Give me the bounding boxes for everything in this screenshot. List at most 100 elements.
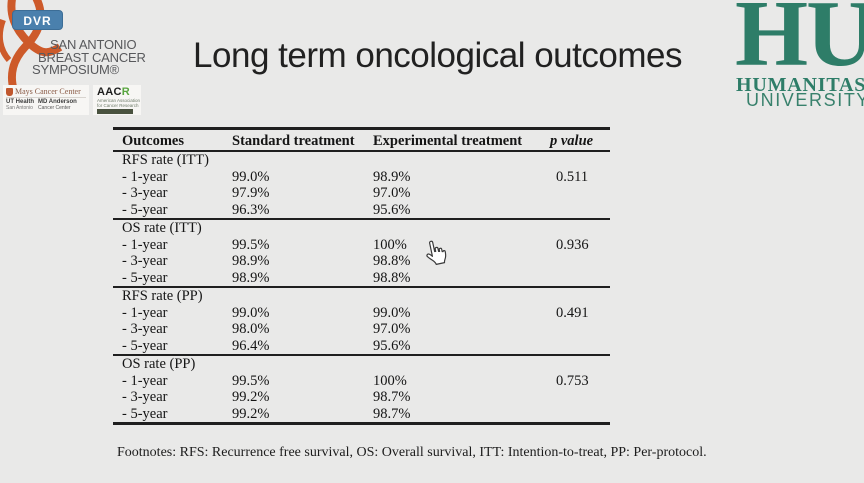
section-label-row: OS rate (ITT) <box>113 220 610 237</box>
section-label-row: RFS rate (ITT) <box>113 152 610 169</box>
humanitas-name: HUMANITAS <box>736 74 864 96</box>
md-anderson-sub: Cancer Center <box>38 105 71 111</box>
cell-experimental: 98.9% <box>373 168 411 185</box>
ut-health-label: UT Health San Antonio <box>6 99 34 111</box>
page-title: Long term oncological outcomes <box>193 36 682 75</box>
sabcs-wordmark: SAN ANTONIO BREAST CANCER SYMPOSIUM® <box>32 38 146 78</box>
cell-outcome: - 5-year <box>122 405 168 422</box>
cell-outcome: - 5-year <box>122 269 168 286</box>
cell-pvalue: 0.936 <box>556 236 589 253</box>
aacr-bar <box>97 109 133 114</box>
aacr-logo: AACR American Association for Cancer Res… <box>93 85 141 115</box>
cell-experimental: 97.0% <box>373 321 411 337</box>
cell-standard: 99.2% <box>232 405 270 422</box>
aacr-acronym: AACR <box>97 87 137 98</box>
section-label: RFS rate (ITT) <box>122 152 209 168</box>
cell-pvalue <box>550 389 610 406</box>
cell-outcome: - 1-year <box>122 304 168 321</box>
cell-standard: 99.0% <box>232 304 270 321</box>
md-anderson-label: MD Anderson Cancer Center <box>38 99 77 111</box>
cell-experimental: 100% <box>373 372 407 389</box>
cell-experimental: 98.8% <box>373 269 411 286</box>
cell-outcome: - 5-year <box>122 337 168 354</box>
section-label-row: OS rate (PP) <box>113 356 610 373</box>
mays-name: Mays Cancer Center <box>15 87 81 96</box>
cell-standard: 99.2% <box>232 389 270 405</box>
cell-experimental: 99.0% <box>373 304 411 321</box>
cell-experimental: 100% <box>373 236 407 253</box>
section-label: RFS rate (PP) <box>122 288 203 304</box>
table-row: - 5-year 96.3% 95.6% <box>113 202 610 219</box>
cell-pvalue: 0.491 <box>556 304 589 321</box>
footnote: Footnotes: RFS: Recurrence free survival… <box>117 445 707 460</box>
cell-experimental: 95.6% <box>373 337 411 354</box>
header-outcomes: Outcomes <box>122 133 185 149</box>
table-row: - 3-year 99.2% 98.7% <box>113 389 610 406</box>
table-row: - 5-year 99.2% 98.7% <box>113 406 610 423</box>
aacr-sub2: for Cancer Research <box>97 103 139 108</box>
cell-standard: 97.9% <box>232 185 270 201</box>
dvr-badge: DVR <box>12 10 63 30</box>
cell-standard: 98.9% <box>232 253 270 269</box>
cell-standard: 96.3% <box>232 201 270 218</box>
aacr-sub1: American Association <box>97 98 141 103</box>
cell-outcome: - 1-year <box>122 236 168 253</box>
cell-outcome: - 1-year <box>122 168 168 185</box>
section-rfs-itt: RFS rate (ITT) - 1-year 99.0% 98.9% 0.51… <box>113 152 610 218</box>
table-row: - 3-year 98.9% 98.8% <box>113 253 610 270</box>
cell-standard: 98.0% <box>232 321 270 337</box>
cell-pvalue <box>550 338 610 355</box>
ut-health-text: UT Health <box>6 99 35 105</box>
cell-outcome: - 3-year <box>122 321 168 337</box>
sabcs-line2: BREAST CANCER <box>38 49 146 65</box>
mays-cancer-center-logo: Mays Cancer Center UT Health San Antonio… <box>3 85 89 115</box>
cell-experimental: 97.0% <box>373 185 411 201</box>
table-row: - 3-year 98.0% 97.0% <box>113 321 610 338</box>
cell-outcome: - 3-year <box>122 253 168 269</box>
mays-shield-icon <box>6 87 13 96</box>
section-os-itt: OS rate (ITT) - 1-year 99.5% 100% 0.936 … <box>113 218 610 286</box>
outcomes-table: Outcomes Standard treatment Experimental… <box>113 127 610 425</box>
table-row: - 1-year 99.5% 100% 0.753 <box>113 373 610 390</box>
cell-pvalue <box>550 406 610 423</box>
header-pvalue: p value <box>550 133 594 149</box>
cell-pvalue <box>550 321 610 338</box>
cell-experimental: 98.7% <box>373 389 411 405</box>
cell-outcome: - 3-year <box>122 389 168 405</box>
aacr-acronym-green: R <box>121 86 130 98</box>
table-row: - 5-year 98.9% 98.8% <box>113 270 610 287</box>
table-row: - 1-year 99.5% 100% 0.936 <box>113 237 610 254</box>
cell-standard: 98.9% <box>232 269 270 286</box>
cell-outcome: - 5-year <box>122 201 168 218</box>
md-anderson-text: MD Anderson <box>38 99 77 105</box>
cell-standard: 99.5% <box>232 236 270 253</box>
cell-pvalue <box>550 185 610 202</box>
table-row: - 1-year 99.0% 98.9% 0.511 <box>113 169 610 186</box>
cell-pvalue <box>550 253 610 270</box>
cell-standard: 99.0% <box>232 168 270 185</box>
section-rfs-pp: RFS rate (PP) - 1-year 99.0% 99.0% 0.491… <box>113 286 610 354</box>
section-label: OS rate (PP) <box>122 356 196 372</box>
table-row: - 1-year 99.0% 99.0% 0.491 <box>113 305 610 322</box>
section-label: OS rate (ITT) <box>122 220 202 236</box>
table-header-row: Outcomes Standard treatment Experimental… <box>113 130 610 152</box>
cell-standard: 96.4% <box>232 337 270 354</box>
table-row: - 3-year 97.9% 97.0% <box>113 185 610 202</box>
humanitas-monogram: HU <box>735 0 864 86</box>
sabcs-line3: SYMPOSIUM® <box>32 62 120 78</box>
aacr-acronym-black: AAC <box>97 86 122 98</box>
cell-outcome: - 3-year <box>122 185 168 201</box>
cell-pvalue: 0.511 <box>556 168 589 185</box>
section-os-pp: OS rate (PP) - 1-year 99.5% 100% 0.753 -… <box>113 354 610 422</box>
cell-pvalue <box>550 270 610 287</box>
cell-outcome: - 1-year <box>122 372 168 389</box>
table-row: - 5-year 96.4% 95.6% <box>113 338 610 355</box>
humanitas-type: UNIVERSITY <box>746 90 864 110</box>
cell-pvalue: 0.753 <box>556 372 589 389</box>
header-standard: Standard treatment <box>232 133 355 149</box>
cell-experimental: 98.7% <box>373 405 411 422</box>
ut-health-sub: San Antonio <box>6 105 33 111</box>
cell-pvalue <box>550 202 610 219</box>
hand-pointer-cursor <box>421 238 449 268</box>
cell-experimental: 95.6% <box>373 201 411 218</box>
